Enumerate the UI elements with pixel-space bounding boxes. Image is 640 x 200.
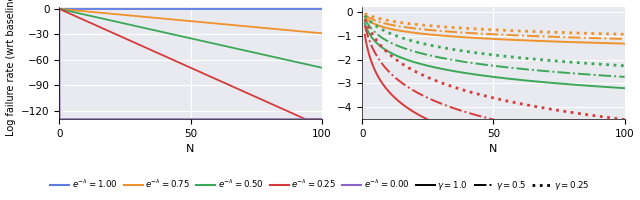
X-axis label: N: N [186,144,195,154]
X-axis label: N: N [489,144,498,154]
Y-axis label: Log failure rate (wrt baseline): Log failure rate (wrt baseline) [6,0,15,136]
Legend: $e^{-\lambda}=1.00$, $e^{-\lambda}=0.75$, $e^{-\lambda}=0.50$, $e^{-\lambda}=0.2: $e^{-\lambda}=1.00$, $e^{-\lambda}=0.75$… [47,174,593,196]
